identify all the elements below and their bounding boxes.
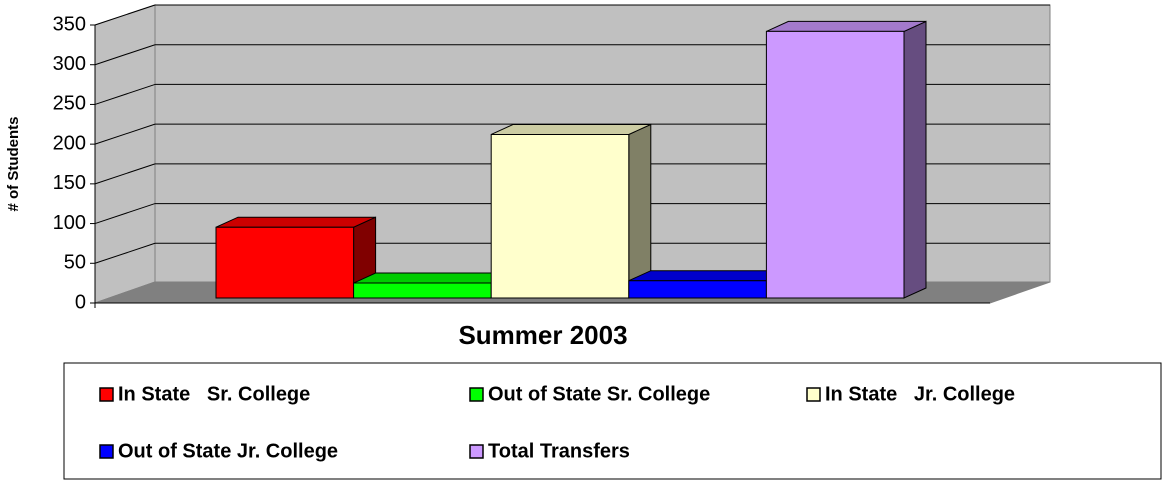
bar-top [353,272,514,284]
y-tick-label: 0 [75,291,86,313]
bar [490,123,652,299]
grid-line [94,44,156,66]
grid-line [94,163,156,185]
legend-swatch [99,387,114,402]
legend-swatch [99,444,114,459]
bar [353,272,514,299]
y-tick-label: 300 [53,53,86,75]
chart-title: Summer 2003 [458,320,627,350]
legend [63,362,1162,480]
y-tick-label: 150 [53,172,86,194]
grid-line [94,123,156,145]
grid-line [94,203,156,225]
legend-label: Out of State Jr. College [118,440,338,462]
legend-swatch [469,444,484,459]
y-tick-label: 200 [53,132,86,154]
y-tick-label: 350 [53,13,86,35]
grid-line [94,4,156,26]
y-tick-label: 250 [53,93,86,115]
bar-front [353,282,492,299]
grid-line [94,83,156,105]
bar [215,216,377,299]
bar-front [215,226,355,299]
y-tick-label: 50 [64,252,86,274]
legend-swatch [806,387,821,402]
legend-label: Out of State Sr. College [488,383,710,405]
bar [765,20,927,299]
legend-label: In State Jr. College [825,383,1015,405]
legend-swatch [469,387,484,402]
bar-front [628,280,767,299]
bar-top [490,123,652,135]
side-wall [94,4,156,304]
bar-top [628,270,789,282]
bar-front [765,30,905,299]
bar-front [490,133,630,299]
y-axis-label: # of Students [5,116,22,211]
y-tick-label: 100 [53,212,86,234]
grid-line [94,242,156,264]
bar-top [766,20,927,32]
bar-side [903,20,927,299]
legend-label: Total Transfers [488,440,630,462]
bar [628,269,789,299]
legend-label: In State Sr. College [118,383,310,405]
bar-top [215,216,376,228]
